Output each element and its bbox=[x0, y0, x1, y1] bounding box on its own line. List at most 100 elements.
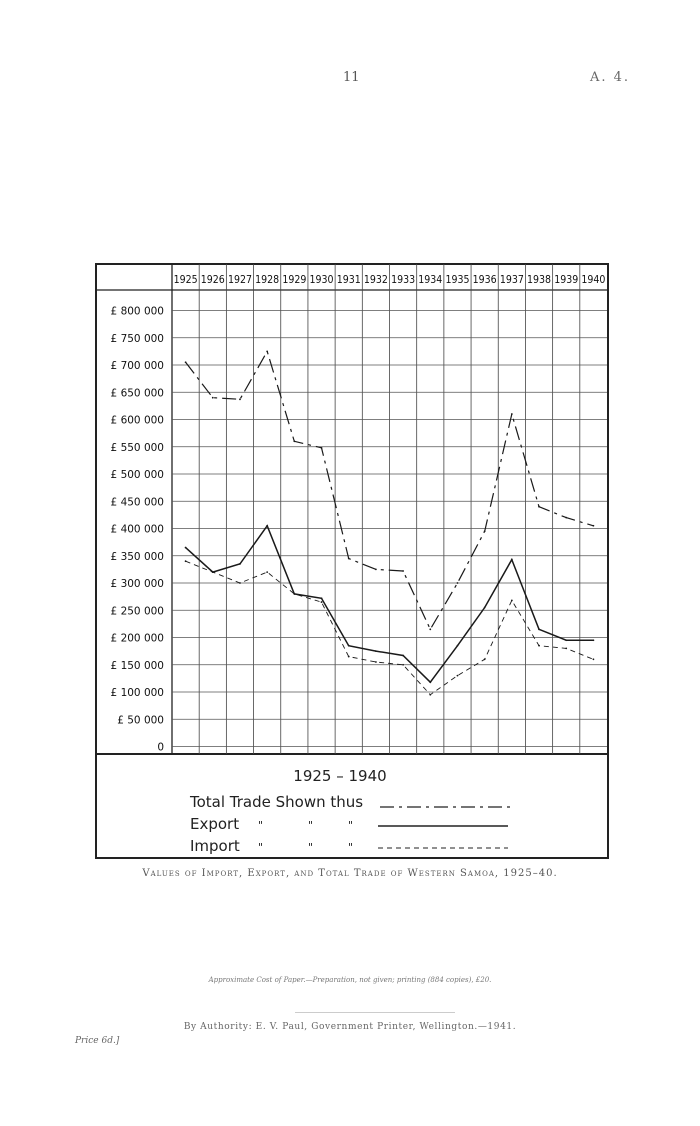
data-point bbox=[402, 570, 404, 572]
series-line-export bbox=[185, 524, 594, 684]
data-point bbox=[538, 505, 540, 508]
data-point bbox=[211, 396, 214, 399]
x-tick-label: 1940 bbox=[581, 274, 605, 286]
data-point bbox=[347, 644, 350, 647]
x-tick-label: 1932 bbox=[364, 274, 388, 286]
data-point bbox=[239, 398, 241, 401]
document-reference: A. 4. bbox=[590, 70, 631, 85]
x-tick-label: 1931 bbox=[337, 274, 361, 286]
divider bbox=[295, 1012, 455, 1013]
data-point bbox=[456, 582, 459, 584]
legend-total-label: Total Trade Shown thus bbox=[189, 793, 363, 811]
legend-export-ditto-1: " bbox=[258, 819, 263, 832]
x-tick-label: 1933 bbox=[391, 274, 415, 286]
chart-frame bbox=[95, 263, 609, 859]
x-tick-label: 1928 bbox=[255, 274, 279, 286]
data-point bbox=[375, 650, 377, 653]
y-tick-label: £ 400 000 bbox=[111, 524, 164, 536]
legend-import-ditto-2: " bbox=[308, 841, 313, 854]
x-tick-label: 1925 bbox=[174, 274, 198, 286]
legend-export-ditto-3: " bbox=[348, 819, 353, 832]
data-point bbox=[320, 601, 323, 603]
data-point bbox=[402, 654, 404, 657]
y-tick-label: £ 600 000 bbox=[111, 415, 164, 427]
data-point bbox=[456, 644, 459, 647]
data-point bbox=[565, 639, 568, 642]
x-axis-labels: 1925 1926 1927 1928 1929 1930 1931 1932 1933 1934… bbox=[174, 274, 606, 286]
series-lines bbox=[184, 349, 595, 696]
y-tick-label: £ 700 000 bbox=[111, 360, 164, 372]
data-point bbox=[347, 655, 350, 658]
x-tick-label: 1935 bbox=[445, 274, 469, 286]
data-point bbox=[266, 571, 269, 573]
data-point bbox=[429, 681, 432, 684]
printer-authority: By Authority: E. V. Paul, Government Pri… bbox=[183, 1022, 517, 1032]
data-point bbox=[375, 661, 377, 663]
data-point bbox=[184, 361, 187, 364]
x-tick-label: 1939 bbox=[554, 274, 578, 286]
data-point bbox=[510, 413, 513, 415]
x-tick-label: 1934 bbox=[418, 274, 442, 286]
legend-import-ditto-1: " bbox=[258, 841, 263, 854]
legend-import-ditto-3: " bbox=[348, 841, 353, 854]
page-number: 11 bbox=[343, 70, 360, 85]
data-point bbox=[347, 557, 350, 560]
x-tick-label: 1927 bbox=[228, 274, 252, 286]
x-tick-label: 1926 bbox=[201, 274, 225, 286]
legend-export-label: Export bbox=[190, 815, 239, 833]
y-tick-label: 0 bbox=[157, 742, 164, 754]
data-point bbox=[456, 674, 459, 677]
data-point bbox=[483, 606, 486, 609]
y-tick-label: £ 150 000 bbox=[111, 660, 164, 672]
data-point bbox=[510, 558, 513, 561]
series-line-total-trade bbox=[185, 349, 594, 631]
data-point bbox=[239, 563, 241, 565]
chart-grid bbox=[172, 264, 607, 754]
x-tick-label: 1929 bbox=[282, 274, 306, 286]
y-tick-label: £ 200 000 bbox=[111, 633, 164, 645]
data-point bbox=[266, 524, 269, 527]
series-line-import bbox=[185, 560, 594, 696]
x-tick-label: 1936 bbox=[473, 274, 497, 286]
data-point bbox=[565, 516, 568, 519]
outer-border bbox=[95, 263, 609, 859]
legend-import-label: Import bbox=[190, 837, 240, 855]
data-point bbox=[239, 582, 241, 584]
y-tick-label: £ 650 000 bbox=[111, 387, 164, 399]
data-point bbox=[538, 628, 540, 631]
trade-chart: 1925 1926 1927 1928 1929 1930 1931 1932 1933 1934… bbox=[95, 263, 609, 859]
data-point bbox=[184, 560, 187, 563]
x-tick-label: 1938 bbox=[527, 274, 551, 286]
data-point bbox=[483, 530, 486, 533]
y-tick-label: £ 550 000 bbox=[111, 442, 164, 454]
data-point bbox=[510, 599, 513, 602]
data-point bbox=[402, 663, 404, 666]
y-tick-label: £ 500 000 bbox=[111, 469, 164, 481]
x-tick-label: 1930 bbox=[310, 274, 334, 286]
y-tick-label: £ 350 000 bbox=[111, 551, 164, 563]
x-tick-label: 1937 bbox=[500, 274, 524, 286]
data-point bbox=[592, 658, 595, 661]
data-point bbox=[429, 693, 432, 696]
y-tick-label: £ 800 000 bbox=[111, 306, 164, 318]
y-tick-label: £ 100 000 bbox=[111, 687, 164, 699]
data-point bbox=[483, 658, 486, 661]
data-point bbox=[266, 350, 269, 353]
data-point bbox=[320, 446, 323, 449]
legend-export-ditto-2: " bbox=[308, 819, 313, 832]
data-point bbox=[211, 571, 214, 573]
data-point bbox=[293, 593, 296, 595]
data-point bbox=[565, 647, 568, 650]
cost-note: Approximate Cost of Paper.—Preparation, … bbox=[208, 976, 492, 984]
figure-caption: Values of Import, Export, and Total Trad… bbox=[142, 868, 558, 879]
data-point bbox=[184, 546, 187, 549]
data-point bbox=[592, 639, 595, 642]
y-tick-label: £ 300 000 bbox=[111, 578, 164, 590]
chart-legend: 1925 – 1940 Total Trade Shown thus Expor… bbox=[189, 767, 510, 855]
y-tick-label: £ 750 000 bbox=[111, 333, 164, 345]
legend-title: 1925 – 1940 bbox=[293, 767, 386, 785]
data-point bbox=[375, 568, 377, 571]
y-axis-labels: £ 800 000 £ 750 000 £ 700 000 £ 650 000 £ 60… bbox=[111, 306, 164, 754]
y-tick-label: £ 250 000 bbox=[111, 605, 164, 617]
data-point bbox=[293, 440, 296, 443]
